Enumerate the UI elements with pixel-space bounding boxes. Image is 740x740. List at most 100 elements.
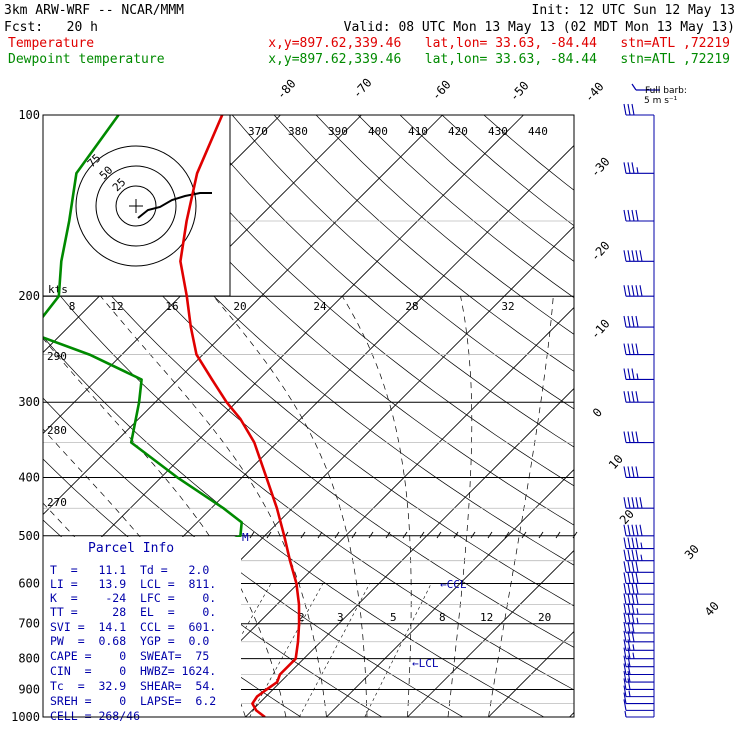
barb-flag: [623, 603, 627, 615]
barb-flag: [623, 431, 627, 443]
barb-half: [636, 373, 639, 380]
hatch-mark: [504, 531, 510, 539]
wind-barb: [623, 647, 654, 660]
barb-flag: [623, 537, 627, 549]
barb-flag: [623, 103, 627, 116]
barb-flag: [631, 368, 635, 380]
wind-barb: [623, 497, 654, 509]
moist-adiabat: [447, 296, 473, 717]
barb-flag: [623, 209, 627, 222]
barb-flag: [627, 209, 631, 222]
wind-mark-label: M: [242, 531, 249, 544]
hatch-mark: [351, 531, 357, 539]
barb-flag: [631, 583, 635, 595]
temperature-tick-label: -80: [274, 77, 299, 102]
hatch-mark: [249, 531, 255, 539]
barb-flag: [627, 647, 631, 659]
pressure-tick-label: 100: [18, 108, 40, 122]
barb-flag: [635, 583, 639, 595]
barb-flag: [623, 368, 627, 380]
forecast-hour: Fcst: 20 h: [4, 20, 98, 35]
hatch-mark: [470, 531, 476, 539]
barb-flag: [635, 285, 639, 297]
wind-barb: [623, 685, 654, 698]
pressure-tick-label: 400: [18, 470, 40, 484]
barb-flag: [623, 162, 627, 174]
barb-flag: [627, 466, 631, 478]
hodograph-ring: [115, 185, 157, 227]
wind-barb: [623, 315, 654, 328]
theta-label: 420: [448, 125, 468, 138]
wind-barb: [623, 549, 654, 562]
barb-flag: [627, 162, 631, 174]
barb-flag: [635, 561, 639, 573]
barb-flag: [627, 497, 631, 509]
mixing-ratio-label: 3: [337, 611, 344, 624]
barb-flag: [623, 561, 627, 573]
barb-half: [636, 167, 639, 174]
parcel-info-title: Parcel Info: [88, 541, 174, 556]
barb-flag: [631, 209, 635, 222]
barb-flag: [623, 572, 627, 584]
barb-half: [632, 652, 635, 659]
barb-flag: [635, 537, 639, 549]
temperature-tick-label: 40: [702, 599, 722, 619]
barb-flag: [627, 655, 631, 667]
barb-flag: [635, 391, 639, 403]
barb-flag: [631, 285, 635, 297]
wind-barb: [623, 699, 654, 711]
barb-flag: [627, 583, 631, 595]
barb-flag: [627, 549, 631, 561]
mixing-ratio-line: [364, 583, 432, 717]
barb-flag: [627, 537, 631, 549]
hatch-mark: [385, 531, 391, 539]
dry-adiabat: [231, 115, 574, 410]
temperature-tick-label: -30: [588, 155, 613, 180]
barb-flag: [635, 431, 639, 443]
theta-label: 380: [288, 125, 308, 138]
wind-barb: [623, 103, 654, 116]
parcel-row: TT = 28 EL = 0.: [50, 605, 216, 619]
barb-flag: [631, 391, 635, 403]
barb-flag: [627, 561, 631, 573]
barb-half: [624, 710, 627, 718]
scale-label: 16: [165, 300, 178, 313]
hatch-mark: [538, 531, 544, 539]
barb-flag: [631, 431, 635, 443]
barb-flag: [627, 250, 631, 262]
mixing-ratio-label: 8: [439, 611, 446, 624]
wind-barb: [623, 391, 654, 403]
barb-half: [636, 617, 639, 624]
barb-flag: [627, 593, 631, 605]
wind-barbs: [623, 103, 655, 718]
theta-left-label: 270: [47, 496, 67, 509]
barb-flag: [635, 549, 639, 561]
mixing-ratio-label: 12: [480, 611, 493, 624]
parcel-row: K = -24 LFC = 0.: [50, 591, 216, 605]
barb-flag: [631, 315, 635, 328]
init-time: Init: 12 UTC Sun 12 May 13: [532, 3, 736, 18]
scale-label: 32: [501, 300, 514, 313]
barb-flag: [639, 524, 643, 536]
wind-barb: [623, 561, 654, 573]
dry-adiabat: [483, 115, 574, 191]
wind-barb: [623, 343, 654, 356]
wind-barb: [623, 162, 654, 174]
barb-flag: [623, 285, 627, 297]
isotherm: [43, 115, 524, 597]
barb-flag: [623, 466, 627, 478]
barb-flag: [623, 699, 627, 711]
barb-flag: [623, 639, 627, 651]
barb-half: [640, 554, 643, 561]
barb-flag: [627, 678, 631, 690]
barb-half: [628, 690, 631, 697]
barb-flag: [627, 524, 631, 536]
pressure-tick-label: 800: [18, 652, 40, 666]
parcel-row: PW = 0.68 YGP = 0.0: [50, 634, 209, 648]
barb-flag: [631, 524, 635, 536]
barb-flag: [635, 250, 639, 262]
dry-adiabat: [399, 115, 574, 262]
barb-flag: [635, 524, 639, 536]
barb-flag: [623, 685, 627, 697]
moist-adiabat: [43, 337, 287, 717]
